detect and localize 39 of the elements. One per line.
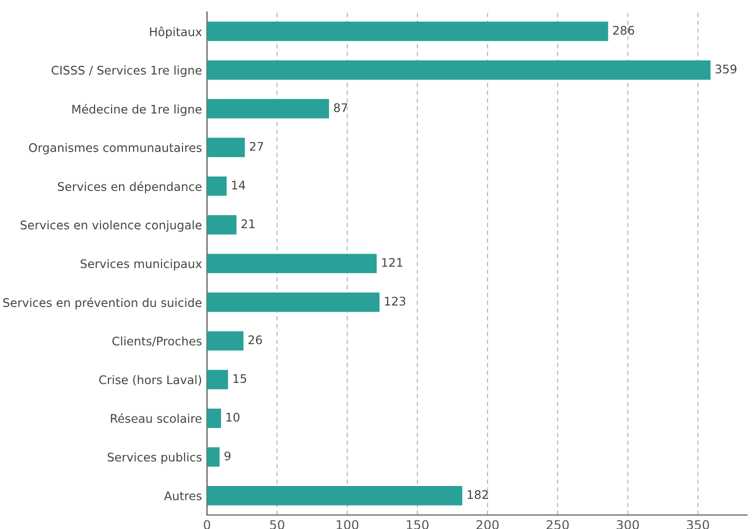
data-label: 123 (384, 296, 406, 306)
data-label: 359 (716, 64, 736, 74)
y-tick-label: Hôpitaux (150, 26, 202, 39)
bar (207, 331, 244, 351)
data-label: 21 (241, 219, 255, 228)
y-tick-label: Services en dépendance (58, 181, 202, 194)
data-label: 182 (468, 490, 488, 500)
y-tick-label: Médecine de 1re ligne (72, 104, 202, 116)
data-label: 121 (382, 258, 402, 267)
bar (207, 486, 462, 506)
y-tick-label: Organismes communautaires (29, 142, 202, 154)
data-label: 9 (224, 451, 230, 460)
y-tick-label: Réseau scolaire (110, 413, 202, 423)
y-tick-label: CISSS / Services 1re ligne (52, 66, 202, 77)
bar (207, 60, 711, 80)
y-tick-label: Clients/Proches (112, 336, 202, 346)
y-tick-label: Services en prévention du suicide (3, 297, 202, 310)
y-tick-label: Services publics (108, 452, 202, 464)
bar (207, 176, 227, 196)
bar (207, 254, 377, 274)
bar (207, 215, 236, 234)
bar (207, 408, 222, 428)
y-tick-label: Services en violence conjugale (20, 220, 202, 232)
bar (207, 99, 330, 118)
data-label: 87 (334, 103, 348, 112)
bar (207, 22, 608, 42)
data-label: 27 (250, 142, 264, 151)
data-label: 14 (232, 180, 246, 190)
data-label: 10 (226, 412, 240, 422)
y-tick-label: Crise (hors Laval) (99, 375, 202, 386)
bar (207, 138, 245, 158)
data-label: 286 (613, 26, 634, 35)
data-label: 15 (234, 374, 246, 383)
data-label: 26 (248, 335, 262, 344)
y-tick-label: Autres (164, 492, 202, 500)
y-tick-label: Services municipaux (80, 259, 202, 270)
bar (207, 447, 220, 467)
bar (207, 292, 380, 312)
bar (207, 370, 228, 390)
